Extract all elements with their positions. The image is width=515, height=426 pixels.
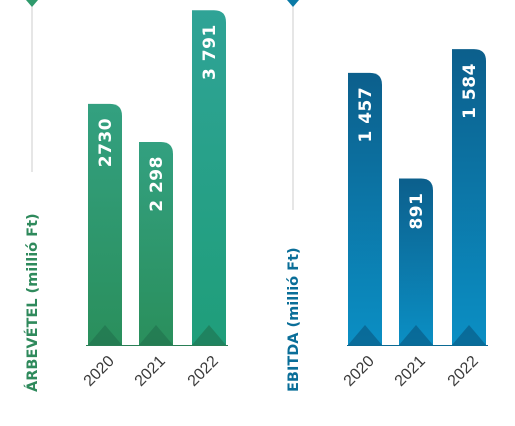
ebitda-tick-2021: 2021 <box>392 353 429 390</box>
revenue-bar-2022-base-accent <box>192 325 226 345</box>
revenue-tick-2022: 2022 <box>185 353 222 390</box>
ebitda-bar-2021 <box>399 178 433 345</box>
left-axis-top-marker <box>26 0 38 7</box>
revenue-bar-2020-base-accent <box>88 325 122 345</box>
ebitda-bar-2021-base-accent <box>399 325 433 345</box>
ebitda-tick-2022: 2022 <box>445 353 482 390</box>
right-axis-top-marker <box>287 0 299 7</box>
revenue-axis-title: ÁRBEVÉTEL (millió Ft) <box>24 213 41 392</box>
ebitda-tick-2020: 2020 <box>341 353 378 390</box>
revenue-tick-2020: 2020 <box>81 353 118 390</box>
revenue-x-ticks: 2020 2021 2022 <box>81 353 222 390</box>
revenue-tick-2021: 2021 <box>132 353 169 390</box>
ebitda-bars: 1 457 891 1 584 <box>348 49 486 346</box>
ebitda-bar-2022 <box>452 49 486 345</box>
ebitda-bar-2020-base-accent <box>348 325 382 345</box>
ebitda-axis-title: EBITDA (millió Ft) <box>286 247 302 392</box>
right-axis-decoration <box>287 0 299 210</box>
revenue-value-label-2020: 2730 <box>96 118 116 167</box>
ebitda-value-label-2020: 1 457 <box>356 87 376 143</box>
revenue-bar-2021-base-accent <box>139 325 173 345</box>
ebitda-x-ticks: 2020 2021 2022 <box>341 353 482 390</box>
ebitda-bar-2020 <box>348 72 382 346</box>
revenue-bar-2021 <box>139 142 173 345</box>
revenue-bar-2020 <box>88 103 122 345</box>
revenue-bar-2022 <box>192 10 226 346</box>
revenue-value-label-2021: 2 298 <box>147 156 167 212</box>
left-axis-decoration <box>26 0 38 172</box>
ebitda-value-label-2021: 891 <box>407 193 427 230</box>
ebitda-value-label-2022: 1 584 <box>460 63 480 119</box>
revenue-bars: 2730 2 298 3 791 <box>88 10 226 346</box>
revenue-value-label-2022: 3 791 <box>200 24 220 80</box>
ebitda-bar-2022-base-accent <box>452 325 486 345</box>
